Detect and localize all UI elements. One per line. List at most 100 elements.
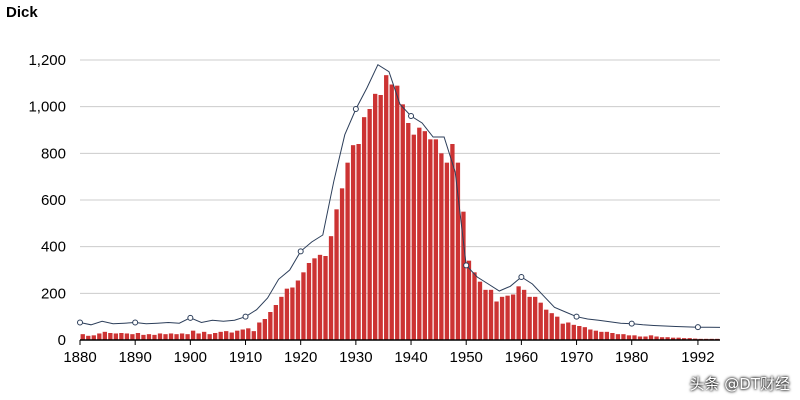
y-tick-label: 200 (41, 285, 66, 302)
trend-marker (518, 274, 525, 280)
bar (659, 337, 665, 340)
x-tick-label: 1992 (681, 349, 714, 366)
x-tick-label: 1970 (560, 349, 593, 366)
bar (428, 139, 433, 340)
bar (455, 162, 461, 340)
bar (141, 334, 146, 340)
bar (328, 236, 334, 340)
bar (135, 333, 141, 340)
x-tick-label: 1880 (63, 349, 96, 366)
bar (119, 333, 124, 340)
bar (577, 326, 582, 340)
bar (268, 312, 273, 340)
bar (102, 331, 107, 340)
x-tick-label: 1980 (615, 349, 648, 366)
trend-marker (187, 314, 194, 321)
bar (588, 329, 593, 340)
bar (599, 331, 604, 340)
bar (555, 316, 560, 340)
x-tick-label: 1940 (394, 349, 427, 366)
bar (157, 333, 163, 340)
bar (367, 109, 372, 340)
bar (637, 336, 643, 340)
trend-marker (628, 320, 635, 327)
bar (229, 332, 234, 340)
trend-marker (573, 313, 580, 320)
bar (334, 209, 339, 340)
bar (681, 338, 687, 340)
bar (643, 336, 648, 340)
bar (207, 334, 212, 340)
bar (378, 95, 383, 340)
bar (262, 319, 267, 340)
bar (395, 85, 400, 341)
bar (527, 296, 532, 340)
bar (648, 335, 654, 340)
bar (560, 323, 565, 340)
bar (483, 289, 488, 340)
bar (163, 334, 168, 340)
bar (240, 329, 245, 340)
bar (516, 286, 521, 340)
bar (433, 139, 439, 340)
trend-marker (132, 319, 139, 326)
bars (80, 75, 720, 341)
bar (466, 260, 472, 340)
bar (86, 335, 91, 340)
bar (654, 336, 659, 340)
bar (406, 123, 411, 340)
y-tick-label: 600 (41, 192, 66, 209)
bar (549, 313, 554, 340)
bar (510, 294, 516, 340)
bar (290, 287, 295, 340)
bar (571, 324, 576, 340)
bar (339, 188, 345, 340)
bar (196, 333, 201, 340)
bar (108, 333, 113, 340)
bar (417, 127, 422, 341)
bar (389, 84, 394, 340)
bar (533, 296, 538, 340)
bar (538, 302, 543, 340)
bar (246, 328, 251, 340)
bar (345, 162, 350, 340)
bar (323, 256, 328, 340)
bar (604, 331, 610, 340)
bar (97, 333, 102, 340)
bar (582, 327, 587, 340)
trend-line (79, 63, 721, 328)
bar (174, 334, 179, 340)
bar (615, 334, 621, 340)
bar (235, 330, 240, 340)
bar (213, 333, 218, 340)
x-tick-label: 1960 (505, 349, 538, 366)
bar (422, 131, 427, 340)
bar (444, 162, 450, 340)
bar (411, 134, 416, 340)
gridlines (80, 59, 720, 294)
watermark: 头条 @DT财经 (689, 375, 790, 393)
bar (566, 322, 571, 340)
trend-marker (242, 313, 249, 320)
bar (670, 337, 676, 340)
y-axis: 0 200 400 600 800 1,000 1,200 (28, 52, 66, 349)
bar (301, 272, 306, 340)
trend-line-layer (77, 63, 721, 331)
trend-marker (297, 248, 304, 255)
trend-marker (352, 106, 359, 112)
x-tick-label: 1900 (174, 349, 207, 366)
bar (665, 337, 670, 340)
bar (373, 93, 378, 340)
x-tick-label: 1910 (229, 349, 262, 366)
bar (130, 334, 135, 340)
bar (450, 144, 455, 340)
bar (621, 334, 626, 340)
bar (251, 331, 256, 340)
bar (676, 337, 681, 340)
bar (80, 334, 85, 340)
bar (124, 333, 130, 340)
x-tick-label: 1920 (284, 349, 317, 366)
bar (91, 335, 96, 340)
bar (626, 335, 632, 340)
bar (488, 289, 494, 340)
